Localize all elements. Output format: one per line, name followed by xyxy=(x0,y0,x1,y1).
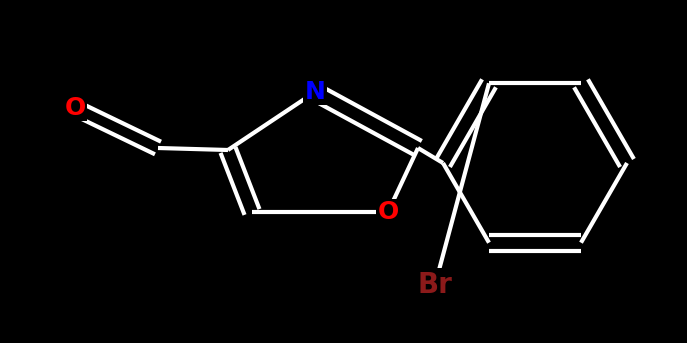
Text: N: N xyxy=(304,80,326,104)
Text: O: O xyxy=(65,96,86,120)
Text: O: O xyxy=(377,200,398,224)
Text: Br: Br xyxy=(418,271,453,299)
